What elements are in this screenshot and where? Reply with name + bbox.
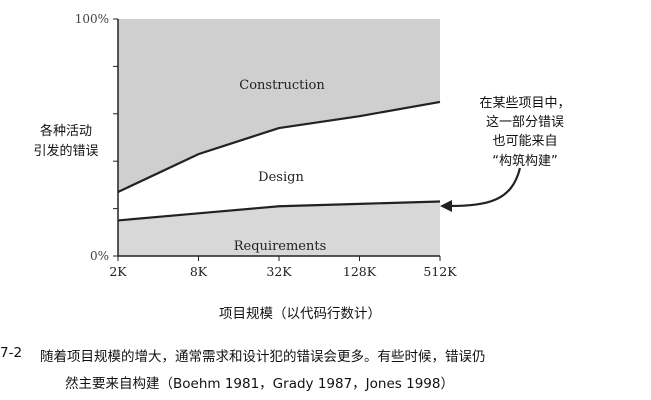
x-tick-label-2: 32K	[266, 264, 292, 279]
x-axis-title: 项目规模（以代码行数计）	[219, 306, 381, 322]
caption-number: 7-2	[0, 345, 23, 361]
annotation-line-1: 在某些项目中，	[479, 96, 571, 111]
band-requirements	[118, 201, 440, 256]
y-axis-label-line-1: 各种活动	[39, 124, 92, 139]
series-label-1: Design	[258, 170, 304, 185]
y-axis-label-line-2: 引发的错误	[33, 144, 99, 159]
line-requirements-design-boundary	[117, 200, 441, 222]
chart-plot: 100% 0%2K 8K 32K 128K 512K Construction Design R…	[75, 12, 522, 279]
annotation-arrow-head	[440, 200, 452, 212]
series-label-0: Construction	[239, 78, 325, 93]
y-tick-label-1: 0%	[90, 249, 109, 263]
caption-line-2: 然主要来自构建（Boehm 1981，Grady 1987，Jones 1998…	[65, 376, 454, 392]
x-tick-label-1: 8K	[190, 264, 208, 279]
x-tick-label-3: 128K	[343, 264, 377, 279]
annotation-arrow-line	[447, 167, 522, 208]
annotation-line-3: 也可能来自	[492, 134, 558, 149]
x-tick-label-0: 2K	[109, 264, 127, 279]
caption-line-1: 随着项目规模的增大，通常需求和设计犯的错误会更多。有些时候，错误仍	[40, 349, 486, 365]
x-tick-label-4: 512K	[423, 264, 457, 279]
annotation-line-4: “构筑构建”	[492, 154, 558, 169]
y-tick-label-0: 100%	[75, 12, 109, 26]
band-design	[118, 101, 440, 221]
band-construction	[118, 19, 440, 193]
annotation-line-2: 这一部分错误	[485, 115, 564, 130]
series-label-2: Requirements	[234, 239, 327, 254]
line-design-construction-boundary	[117, 100, 441, 194]
